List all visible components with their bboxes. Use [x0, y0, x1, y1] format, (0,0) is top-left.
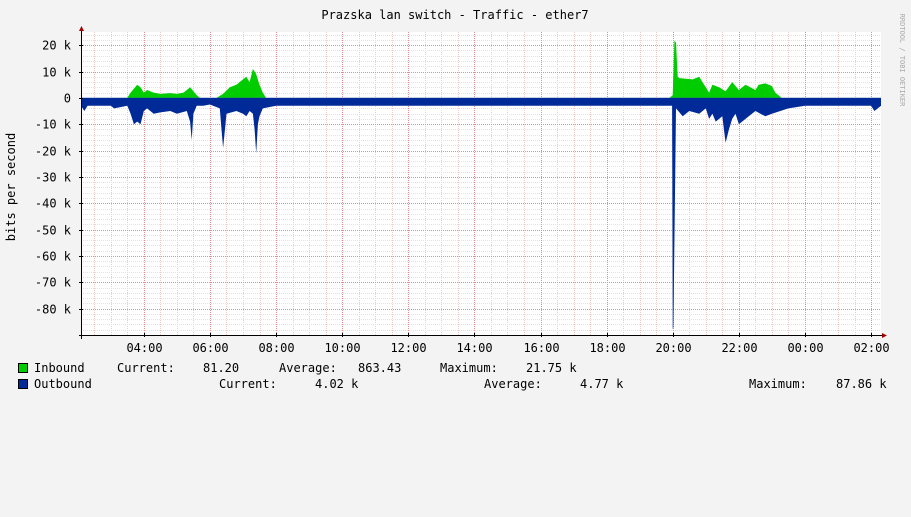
- inbound-maximum-value: 21.75 k: [526, 361, 577, 375]
- inbound-current-label: Current:: [117, 361, 175, 375]
- tick-labels: 20 k 10 k 0 -10 k -20 k -30 k -40 k -50 k -60 k -…: [35, 39, 890, 356]
- outbound-average-value: 4.77 k: [580, 377, 624, 391]
- x-tick-label: 10:00: [324, 341, 360, 355]
- rrd-graph: 20 k 10 k 0 -10 k -20 k -30 k -40 k -50 k -60 k -…: [0, 8, 911, 400]
- y-tick-label: -80 k: [35, 303, 72, 317]
- y-tick-label: 10 k: [42, 66, 72, 80]
- inbound-label: Inbound: [34, 361, 85, 375]
- legend: Inbound Current: 81.20 Average: 863.43 M…: [0, 360, 911, 400]
- outbound-current-value: 4.02 k: [315, 377, 359, 391]
- y-tick-label: 20 k: [42, 39, 72, 53]
- x-tick-label: 02:00: [853, 341, 889, 355]
- y-tick-label: -60 k: [35, 250, 72, 264]
- inbound-maximum-label: Maximum:: [440, 361, 498, 375]
- inbound-average-value: 863.43: [358, 361, 402, 375]
- rrdtool-watermark: RRDTOOL / TOBI OETIKER: [898, 14, 906, 108]
- x-tick-label: 22:00: [721, 341, 757, 355]
- outbound-maximum-value: 87.86 k: [836, 377, 887, 391]
- y-tick-label: -50 k: [35, 224, 72, 238]
- outbound-swatch: [18, 379, 28, 389]
- x-tick-label: 08:00: [258, 341, 294, 355]
- x-tick-label: 04:00: [126, 341, 162, 355]
- legend-row-inbound: Inbound Current: 81.20 Average: 863.43 M…: [0, 361, 911, 377]
- outbound-label: Outbound: [34, 377, 92, 391]
- inbound-average-label: Average:: [279, 361, 337, 375]
- inbound-swatch: [18, 363, 28, 373]
- x-axis-arrow: [882, 333, 887, 338]
- legend-row-outbound: Outbound Current: 4.02 k Average: 4.77 k…: [0, 377, 911, 393]
- y-tick-label: -30 k: [35, 171, 72, 185]
- x-tick-label: 18:00: [589, 341, 625, 355]
- x-tick-label: 16:00: [523, 341, 559, 355]
- y-tick-label: -70 k: [35, 276, 72, 290]
- y-tick-label: 0: [64, 92, 71, 106]
- x-tick-label: 06:00: [192, 341, 228, 355]
- y-tick-label: -10 k: [35, 118, 72, 132]
- outbound-average-label: Average:: [484, 377, 542, 391]
- series-outbound-baseline: [81, 97, 881, 105]
- grid: [81, 32, 881, 335]
- x-tick-label: 12:00: [390, 341, 426, 355]
- inbound-current-value: 81.20: [203, 361, 240, 375]
- y-tick-label: -20 k: [35, 145, 72, 159]
- x-tick-label: 20:00: [655, 341, 691, 355]
- y-axis-label: bits per second: [4, 133, 18, 241]
- series-layer: [81, 40, 881, 330]
- chart-title: Prazska lan switch - Traffic - ether7: [321, 8, 588, 22]
- y-tick-label: -40 k: [35, 197, 72, 211]
- outbound-current-label: Current:: [219, 377, 277, 391]
- series-inbound-area: [81, 40, 881, 98]
- x-tick-label: 00:00: [787, 341, 823, 355]
- x-tick-label: 14:00: [456, 341, 492, 355]
- axes: [79, 26, 887, 339]
- y-axis-arrow: [79, 26, 84, 31]
- traffic-chart: 20 k 10 k 0 -10 k -20 k -30 k -40 k -50 k -60 k -…: [4, 8, 906, 356]
- outbound-maximum-label: Maximum:: [749, 377, 807, 391]
